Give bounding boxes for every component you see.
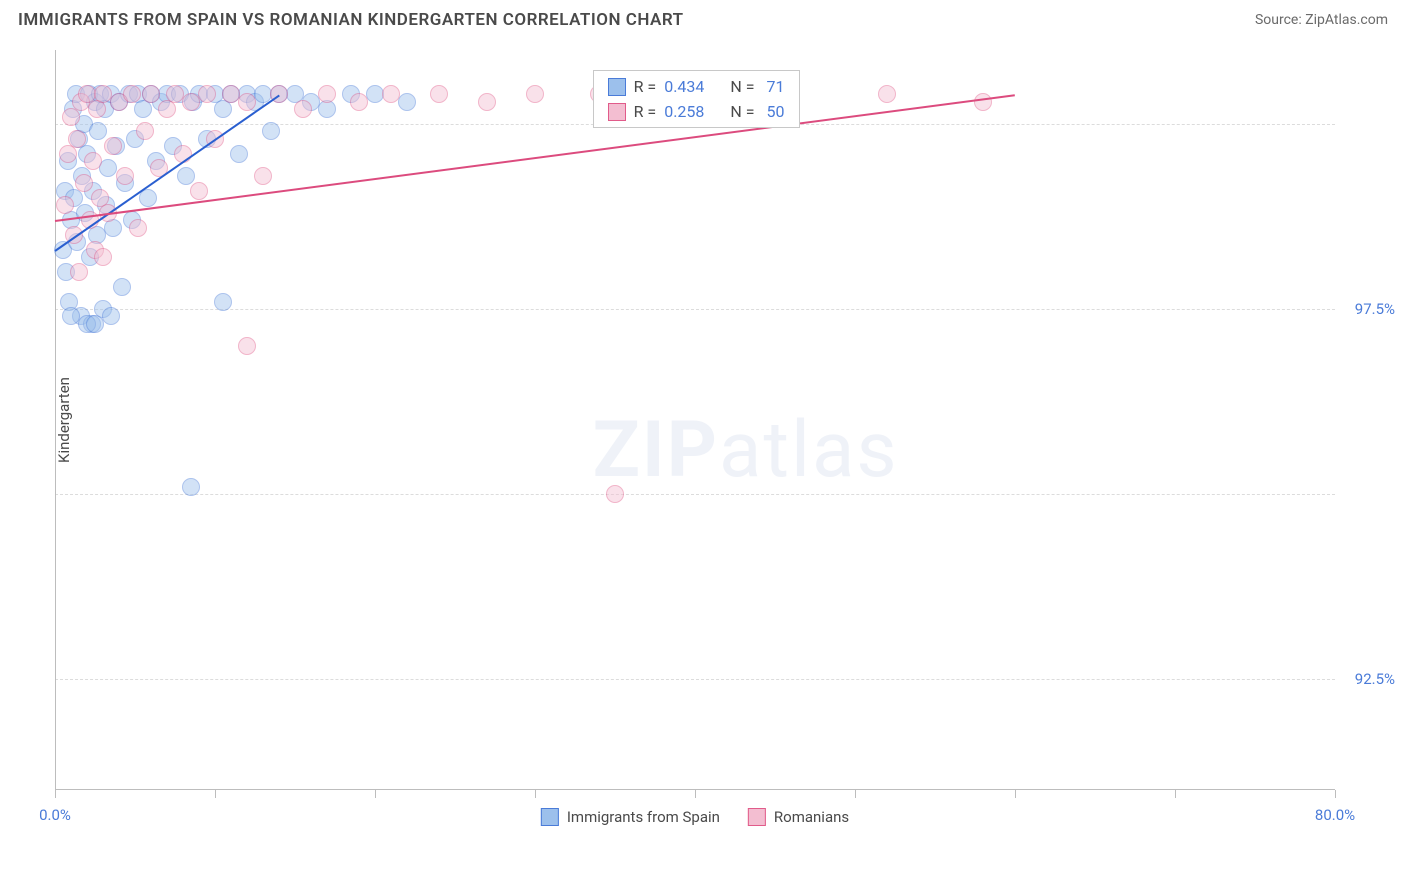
data-point — [123, 85, 141, 103]
data-point — [129, 219, 147, 237]
x-tick — [1335, 790, 1336, 798]
y-tick-label: 92.5% — [1355, 670, 1395, 688]
x-tick — [695, 790, 696, 798]
data-point — [177, 167, 195, 185]
data-point — [94, 248, 112, 266]
data-point — [878, 85, 896, 103]
r-label: R = — [634, 102, 657, 121]
x-tick — [215, 790, 216, 798]
data-point — [526, 85, 544, 103]
x-tick — [375, 790, 376, 798]
data-point — [382, 85, 400, 103]
legend-item: Immigrants from Spain — [541, 808, 720, 826]
x-tick-label: 80.0% — [1315, 806, 1355, 824]
data-point — [56, 196, 74, 214]
data-point — [116, 167, 134, 185]
data-point — [318, 85, 336, 103]
data-point — [262, 122, 280, 140]
n-label: N = — [730, 77, 754, 96]
data-point — [478, 93, 496, 111]
data-point — [142, 85, 160, 103]
gridline-h — [55, 309, 1335, 310]
data-point — [113, 278, 131, 296]
legend-item: Romanians — [748, 808, 849, 826]
series-swatch — [608, 78, 626, 96]
data-point — [398, 93, 416, 111]
chart-title: IMMIGRANTS FROM SPAIN VS ROMANIAN KINDER… — [18, 10, 684, 30]
legend-swatch — [541, 808, 559, 826]
trendline — [55, 94, 1015, 222]
data-point — [136, 122, 154, 140]
stats-legend-box: R = 0.434 N = 71 R = 0.258 N = 50 — [593, 70, 800, 128]
data-point — [198, 85, 216, 103]
y-tick-label: 97.5% — [1355, 300, 1395, 318]
data-point — [190, 182, 208, 200]
data-point — [70, 263, 88, 281]
legend-label: Immigrants from Spain — [567, 808, 720, 826]
chart-area: Kindergarten 92.5%97.5%0.0%80.0% ZIPatla… — [55, 50, 1335, 790]
x-tick — [1015, 790, 1016, 798]
data-point — [214, 293, 232, 311]
x-tick — [855, 790, 856, 798]
n-value: 50 — [763, 102, 785, 121]
scatter-plot: 92.5%97.5%0.0%80.0% — [55, 50, 1335, 790]
gridline-h — [55, 679, 1335, 680]
source-label: Source: ZipAtlas.com — [1255, 12, 1388, 28]
data-point — [230, 145, 248, 163]
data-point — [238, 337, 256, 355]
data-point — [84, 152, 102, 170]
n-value: 71 — [763, 77, 785, 96]
r-label: R = — [634, 77, 657, 96]
data-point — [62, 307, 80, 325]
y-axis-line — [55, 50, 56, 790]
data-point — [68, 130, 86, 148]
data-point — [104, 137, 122, 155]
x-tick — [535, 790, 536, 798]
data-point — [350, 93, 368, 111]
bottom-legend: Immigrants from Spain Romanians — [541, 808, 849, 826]
x-tick-label: 0.0% — [39, 806, 71, 824]
data-point — [238, 93, 256, 111]
data-point — [430, 85, 448, 103]
data-point — [102, 307, 120, 325]
series-swatch — [608, 103, 626, 121]
data-point — [974, 93, 992, 111]
data-point — [182, 478, 200, 496]
r-value: 0.258 — [664, 102, 704, 121]
stats-row: R = 0.434 N = 71 — [608, 77, 785, 96]
data-point — [75, 174, 93, 192]
data-point — [606, 485, 624, 503]
legend-swatch — [748, 808, 766, 826]
data-point — [254, 167, 272, 185]
data-point — [89, 122, 107, 140]
n-label: N = — [730, 102, 754, 121]
legend-label: Romanians — [774, 808, 849, 826]
gridline-h — [55, 494, 1335, 495]
x-tick — [1175, 790, 1176, 798]
r-value: 0.434 — [664, 77, 704, 96]
x-tick — [55, 790, 56, 798]
stats-row: R = 0.258 N = 50 — [608, 102, 785, 121]
data-point — [294, 100, 312, 118]
